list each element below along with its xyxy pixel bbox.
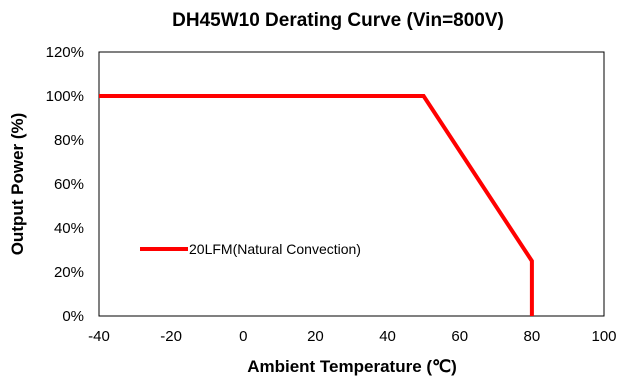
- x-tick-label: -40: [88, 328, 110, 345]
- legend: 20LFM(Natural Convection): [140, 241, 361, 257]
- y-tick-label: 80%: [54, 132, 84, 149]
- x-tick-label: 0: [239, 328, 247, 345]
- x-tick-label: 80: [524, 328, 541, 345]
- y-axis-title: Output Power (%): [8, 113, 27, 256]
- x-tick-label: 20: [307, 328, 324, 345]
- x-tick-label: 100: [591, 328, 616, 345]
- y-tick-label: 120%: [46, 44, 84, 61]
- y-tick-label: 100%: [46, 88, 84, 105]
- x-tick-label: 60: [451, 328, 468, 345]
- y-tick-label: 0%: [62, 308, 84, 325]
- y-tick-label: 40%: [54, 220, 84, 237]
- series-layer: [99, 94, 534, 316]
- y-tick-label: 60%: [54, 176, 84, 193]
- x-tick-label: 40: [379, 328, 396, 345]
- x-axis-title: Ambient Temperature (℃): [247, 357, 457, 376]
- x-axis-ticks: -40 -20 0 20 40 60 80 100: [88, 328, 616, 345]
- y-axis-ticks: 0% 20% 40% 60% 80% 100% 120%: [46, 44, 84, 325]
- plot-area-frame: [98, 51, 605, 317]
- chart-title: DH45W10 Derating Curve (Vin=800V): [172, 10, 504, 31]
- x-tick-label: -20: [160, 328, 182, 345]
- series-line-20lfm: [99, 94, 534, 316]
- y-tick-label: 20%: [54, 264, 84, 281]
- legend-label-20lfm: 20LFM(Natural Convection): [189, 241, 361, 257]
